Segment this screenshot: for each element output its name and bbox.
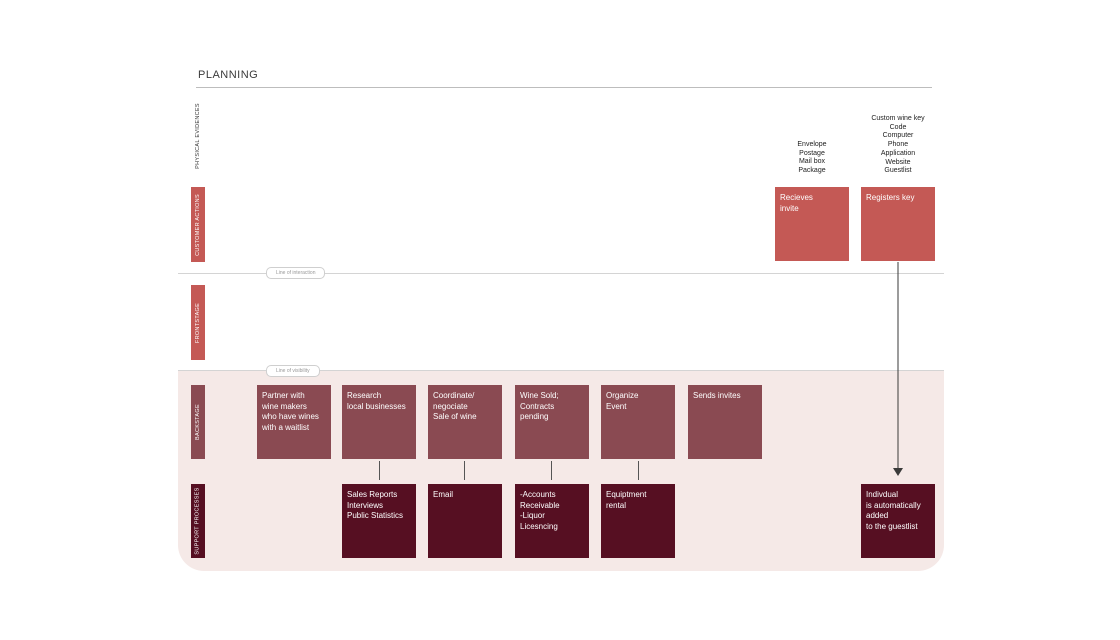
lane-label: SUPPORT PROCESSES [195,487,201,555]
line-of-visibility [178,370,944,371]
customer-action-registers-key: Registers key [861,187,935,261]
title-divider [196,87,932,88]
line-of-interaction-label: Line of interaction [266,267,326,279]
support-sales-reports: Sales Reports Interviews Public Statisti… [342,484,416,558]
lane-backstage: BACKSTAGE [191,385,205,459]
backstage-research: Research local businesses [342,385,416,459]
connector-line [551,461,552,480]
connector-line [379,461,380,480]
evidence-envelope: Envelope Postage Mail box Package [797,141,827,175]
connector-line [638,461,639,480]
lane-label: FRONTSTAGE [195,302,201,343]
connector-line [464,461,465,480]
backstage-sends-invites: Sends invites [688,385,762,459]
flow-arrowhead-icon [893,468,903,476]
support-equipment-rental: Equiptment rental [601,484,675,558]
support-guestlist: Indivdual is automatically added to the … [861,484,935,558]
lane-frontstage: FRONTSTAGE [191,285,205,360]
backstage-organize-event: Organize Event [601,385,675,459]
line-of-interaction [178,273,944,274]
customer-action-recieves-invite: Recieves invite [775,187,849,261]
lane-label: CUSTOMER ACTIONS [195,193,201,256]
page-title: PLANNING [198,69,259,81]
lane-label: BACKSTAGE [195,404,202,440]
backstage-partner: Partner with wine makers who have wines … [257,385,331,459]
lane-label: PHYSICAL EVIDENCES [195,103,201,169]
evidence-wine-key: Custom wine key Code Computer Phone Appl… [871,115,925,175]
support-accounts: -Accounts Receivable -Liquor Licesncing [515,484,589,558]
backstage-wine-sold: Wine Sold; Contracts pending [515,385,589,459]
lane-physical-evidences: PHYSICAL EVIDENCES [191,100,205,172]
lane-customer-actions: CUSTOMER ACTIONS [191,187,205,262]
backstage-coordinate: Coordinate/ negociate Sale of wine [428,385,502,459]
line-of-visibility-label: Line of visibility [266,365,320,377]
lane-support-processes: SUPPORT PROCESSES [191,484,205,558]
flow-arrow [893,262,903,476]
support-email: Email [428,484,502,558]
